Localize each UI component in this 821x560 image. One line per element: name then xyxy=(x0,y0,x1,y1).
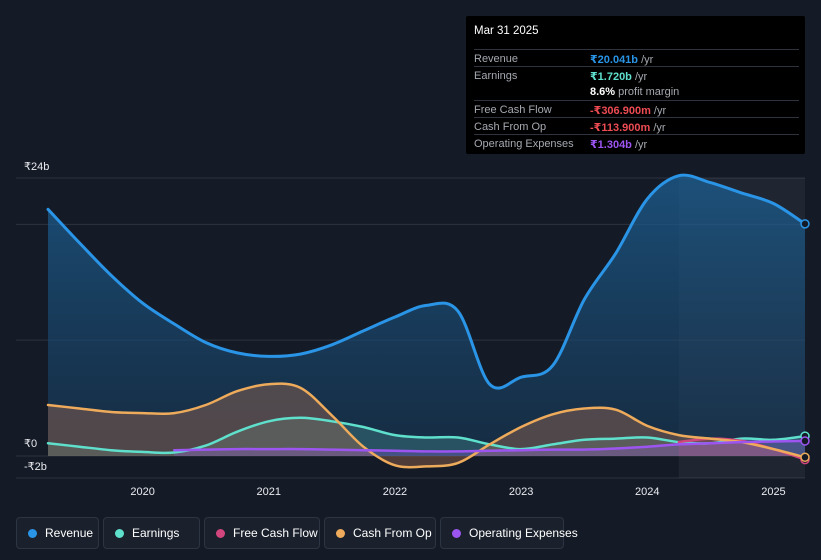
revenue-area xyxy=(48,175,805,456)
tooltip-label: Cash From Op xyxy=(474,121,547,133)
end-dot-layer xyxy=(800,219,810,465)
legend-dot xyxy=(452,529,461,538)
tooltip-label: Operating Expenses xyxy=(474,138,574,150)
operating-expenses-area xyxy=(174,440,805,456)
legend-label: Free Cash Flow xyxy=(233,526,318,540)
operating-expenses-end-dot xyxy=(800,436,810,446)
legend-dot xyxy=(28,529,37,538)
legend-label: Earnings xyxy=(132,526,180,540)
y-tick-labels: ₹24b ₹0 -₹2b xyxy=(24,161,49,473)
tooltip-row-free-cash-flow: Free Cash Flow -₹306.900m /yr xyxy=(474,100,799,118)
tooltip-date: Mar 31 2025 xyxy=(474,25,539,37)
tooltip-value: -₹306.900m /yr xyxy=(590,105,667,117)
legend-dot xyxy=(336,529,345,538)
legend-dot xyxy=(115,529,124,538)
legend-item-revenue[interactable]: Revenue xyxy=(16,517,99,549)
legend-dot xyxy=(216,529,225,538)
legend-item-cash-from-op[interactable]: Cash From Op xyxy=(324,517,436,549)
x-tick-label: 2021 xyxy=(257,486,281,498)
legend-label: Revenue xyxy=(45,526,94,540)
financials-chart: ₹24b ₹0 -₹2b 2020 2021 2022 2023 2024 2025 xyxy=(16,161,810,498)
tooltip-value: 8.6% profit margin xyxy=(590,86,680,98)
y-tick-label: ₹24b xyxy=(24,161,49,173)
legend-item-earnings[interactable]: Earnings xyxy=(103,517,200,549)
legend-item-operating-expenses[interactable]: Operating Expenses xyxy=(440,517,578,549)
tooltip-value: ₹20.041b /yr xyxy=(590,54,654,66)
x-tick-label: 2025 xyxy=(761,486,785,498)
y-tick-label: ₹0 xyxy=(24,438,37,450)
cash-from-op-area xyxy=(48,383,805,468)
area-layer xyxy=(48,175,805,468)
y-tick-label: -₹2b xyxy=(24,461,47,473)
tooltip-value: -₹113.900m /yr xyxy=(590,122,666,134)
cash-from-op-end-dot xyxy=(800,452,810,463)
tooltip-row-earnings: Earnings ₹1.720b /yr xyxy=(474,66,799,84)
tooltip: Mar 31 2025 Revenue ₹20.041b /yr Earning… xyxy=(466,16,805,154)
legend-item-free-cash-flow[interactable]: Free Cash Flow xyxy=(204,517,320,549)
revenue-end-dot xyxy=(800,219,810,229)
tooltip-row-cash-from-op: Cash From Op -₹113.900m /yr xyxy=(474,117,799,135)
tooltip-row-revenue: Revenue ₹20.041b /yr xyxy=(474,49,799,67)
cash-from-op-line xyxy=(46,382,807,469)
earnings-area xyxy=(48,417,805,456)
operating-expenses-line xyxy=(172,439,807,453)
tooltip-label: Free Cash Flow xyxy=(474,104,552,116)
tooltip-row-operating-expenses: Operating Expenses ₹1.304b /yr xyxy=(474,134,799,152)
x-tick-label: 2023 xyxy=(509,486,533,498)
x-tick-label: 2022 xyxy=(383,486,407,498)
x-tick-label: 2024 xyxy=(635,486,659,498)
tooltip-value: ₹1.720b /yr xyxy=(590,71,648,83)
tooltip-label: Revenue xyxy=(474,53,519,65)
tooltip-label: Earnings xyxy=(474,70,518,82)
x-tick-label: 2020 xyxy=(130,486,154,498)
legend-label: Cash From Op xyxy=(353,526,432,540)
tooltip-row-profit-margin: 8.6% profit margin xyxy=(474,83,799,100)
revenue-line xyxy=(46,173,807,390)
line-layer xyxy=(46,173,807,469)
tooltip-value: ₹1.304b /yr xyxy=(590,139,648,151)
x-tick-labels: 2020 2021 2022 2023 2024 2025 xyxy=(130,486,785,498)
legend-label: Operating Expenses xyxy=(469,526,578,540)
